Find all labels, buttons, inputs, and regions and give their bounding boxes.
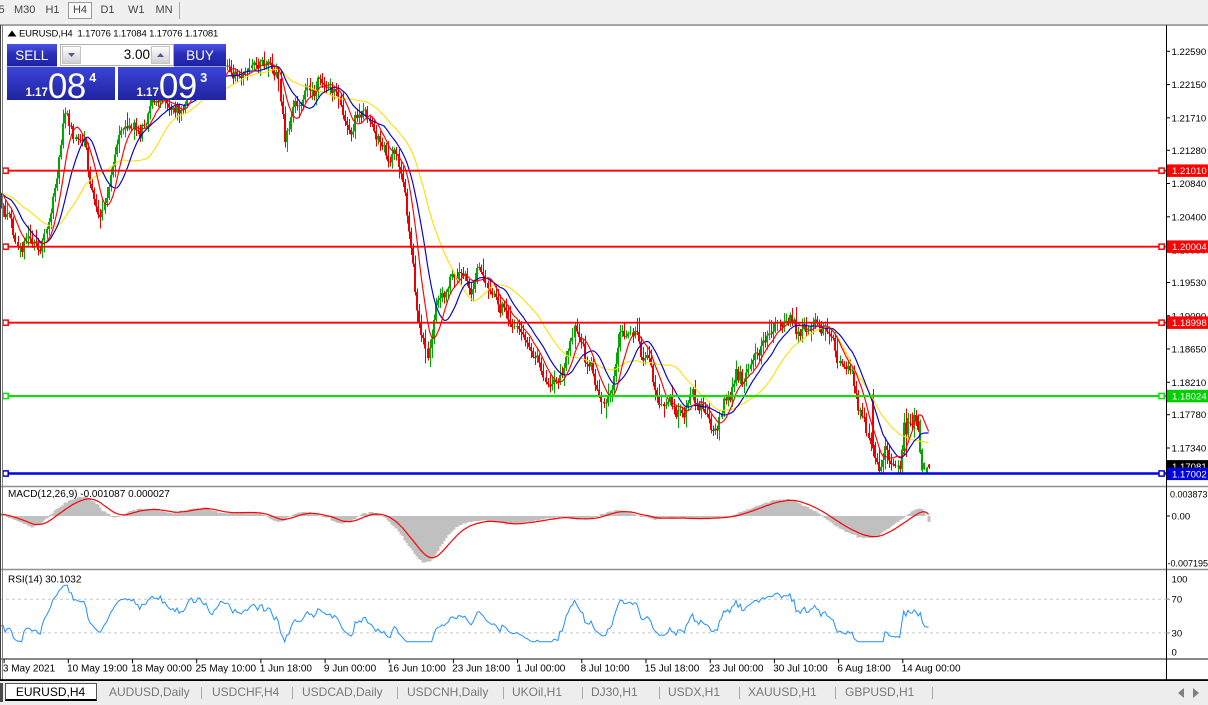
- svg-text:16 Jun 10:00: 16 Jun 10:00: [388, 664, 446, 675]
- svg-text:1.22590: 1.22590: [1172, 47, 1207, 58]
- svg-text:1.18024: 1.18024: [1172, 392, 1207, 403]
- svg-text:1.17340: 1.17340: [1172, 444, 1207, 455]
- svg-text:-0.007195: -0.007195: [1168, 559, 1208, 569]
- svg-text:1 Jun 18:00: 1 Jun 18:00: [260, 664, 313, 675]
- svg-text:1.22150: 1.22150: [1172, 80, 1207, 91]
- svg-text:1.20840: 1.20840: [1172, 179, 1207, 190]
- svg-text:0.00: 0.00: [1172, 512, 1191, 523]
- svg-text:6 Aug 18:00: 6 Aug 18:00: [837, 664, 891, 675]
- svg-text:10 May 19:00: 10 May 19:00: [67, 664, 128, 675]
- svg-text:1.18210: 1.18210: [1172, 378, 1207, 389]
- svg-text:1.21710: 1.21710: [1172, 113, 1207, 124]
- svg-text:8 Jul 10:00: 8 Jul 10:00: [581, 664, 630, 675]
- svg-text:0.003873: 0.003873: [1170, 490, 1208, 500]
- svg-text:25 May 10:00: 25 May 10:00: [196, 664, 257, 675]
- svg-text:3 May 2021: 3 May 2021: [3, 664, 56, 675]
- svg-text:23 Jun 18:00: 23 Jun 18:00: [452, 664, 510, 675]
- svg-text:100: 100: [1172, 574, 1188, 585]
- svg-text:1.20004: 1.20004: [1172, 242, 1207, 253]
- svg-text:1.20400: 1.20400: [1172, 212, 1207, 223]
- svg-text:15 Jul 18:00: 15 Jul 18:00: [645, 664, 700, 675]
- svg-text:23 Jul 00:00: 23 Jul 00:00: [709, 664, 764, 675]
- svg-text:1.21010: 1.21010: [1172, 166, 1207, 177]
- svg-text:1.17002: 1.17002: [1172, 469, 1207, 480]
- svg-text:0: 0: [1172, 648, 1177, 659]
- svg-text:1.17081: 1.17081: [1172, 462, 1207, 473]
- svg-text:1 Jul 00:00: 1 Jul 00:00: [516, 664, 565, 675]
- svg-text:RSI(14) 30.1032: RSI(14) 30.1032: [8, 575, 82, 586]
- svg-text:1.18998: 1.18998: [1172, 318, 1207, 329]
- svg-text:1.18650: 1.18650: [1172, 345, 1207, 356]
- svg-text:1.21280: 1.21280: [1172, 146, 1207, 157]
- svg-text:1.17780: 1.17780: [1172, 410, 1207, 421]
- svg-text:30 Jul 10:00: 30 Jul 10:00: [773, 664, 828, 675]
- svg-text:14 Aug 00:00: 14 Aug 00:00: [902, 664, 961, 675]
- svg-text:MACD(12,26,9) -0.001087 0.0000: MACD(12,26,9) -0.001087 0.000027: [8, 489, 170, 500]
- svg-text:EURUSD,H4 1.17076 1.17084 1.1: EURUSD,H4 1.17076 1.17084 1.17076 1.1708…: [19, 29, 218, 40]
- svg-text:1.19530: 1.19530: [1172, 278, 1207, 289]
- svg-text:18 May 00:00: 18 May 00:00: [131, 664, 192, 675]
- svg-text:30: 30: [1172, 628, 1183, 639]
- svg-text:9 Jun 00:00: 9 Jun 00:00: [324, 664, 377, 675]
- svg-text:70: 70: [1172, 595, 1183, 606]
